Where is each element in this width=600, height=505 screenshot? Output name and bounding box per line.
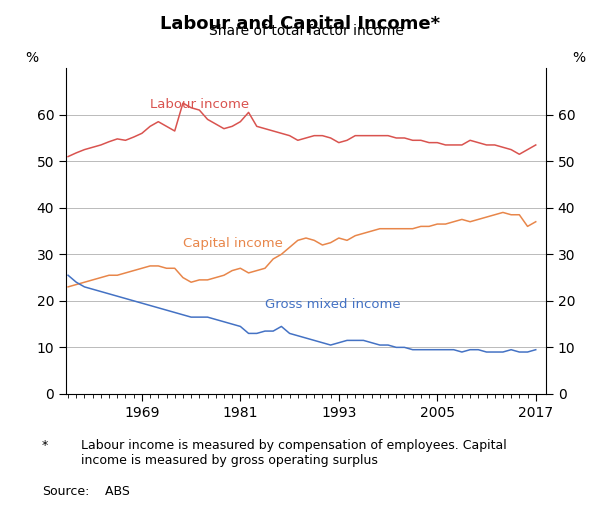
Text: ABS: ABS — [93, 485, 130, 498]
Text: Labour and Capital Income*: Labour and Capital Income* — [160, 15, 440, 33]
Text: *: * — [42, 439, 48, 452]
Text: Source:: Source: — [42, 485, 89, 498]
Text: Labour income is measured by compensation of employees. Capital
income is measur: Labour income is measured by compensatio… — [81, 439, 507, 467]
Text: %: % — [25, 51, 38, 65]
Text: %: % — [572, 51, 586, 65]
Text: Gross mixed income: Gross mixed income — [265, 298, 401, 311]
Text: Labour income: Labour income — [150, 98, 249, 111]
Title: Share of total factor income: Share of total factor income — [209, 24, 403, 38]
Text: Capital income: Capital income — [183, 237, 283, 250]
